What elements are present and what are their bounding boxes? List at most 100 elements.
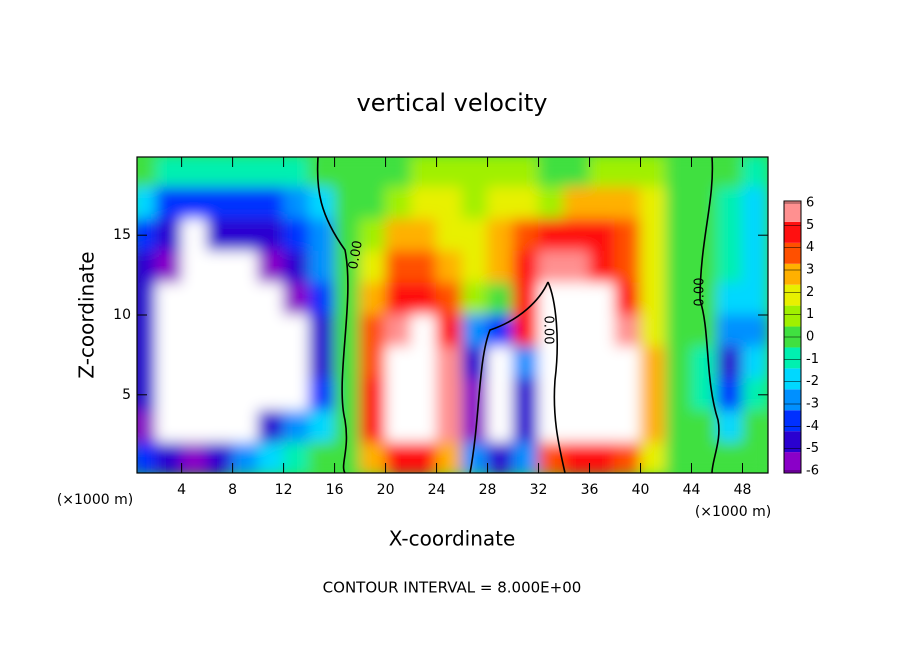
x-tick-label: 40 [632, 482, 650, 498]
cell [691, 250, 718, 284]
cell [640, 442, 667, 473]
cell [614, 378, 642, 412]
cell [436, 314, 463, 348]
zero-contours [316, 157, 720, 473]
cell [487, 346, 514, 380]
cell [334, 442, 361, 473]
x-tick-label: 4 [177, 482, 186, 498]
cell [232, 378, 259, 412]
cell [334, 378, 361, 412]
x-tick-label: 28 [479, 482, 497, 498]
cell [461, 314, 489, 348]
colorbar-tick-label: -5 [806, 441, 819, 456]
cell [359, 314, 387, 348]
cell [640, 282, 667, 316]
cell [665, 346, 693, 380]
cell [538, 282, 565, 316]
y-tick-label: 5 [122, 387, 131, 403]
x-tick-label: 48 [734, 482, 752, 498]
annotation: CONTOUR INTERVAL = 8.000E+00 [323, 579, 582, 597]
cell [283, 250, 310, 284]
cell [691, 378, 718, 412]
y-axis-label: Z-coordinate [75, 251, 99, 378]
cell [589, 186, 616, 220]
cell [359, 218, 387, 252]
cell [512, 314, 540, 348]
cell [283, 378, 310, 412]
cell [308, 442, 336, 473]
colorbar-tick-label: -2 [806, 374, 819, 389]
cell [334, 218, 361, 252]
cell [742, 410, 768, 444]
cell [137, 314, 157, 348]
cell [716, 346, 744, 380]
colorbar-tick-label: 3 [806, 263, 814, 278]
cell [308, 410, 336, 444]
cell [334, 410, 361, 444]
cell [665, 442, 693, 473]
cell [155, 186, 183, 220]
cell [334, 314, 361, 348]
cell [257, 250, 285, 284]
cell [232, 410, 259, 444]
cell [563, 157, 591, 188]
cell [359, 442, 387, 473]
cell [155, 410, 183, 444]
cell [716, 410, 744, 444]
cell [742, 157, 768, 188]
cell [640, 186, 667, 220]
cell [410, 378, 438, 412]
cell [563, 314, 591, 348]
cell [385, 282, 412, 316]
cell [257, 442, 285, 473]
colorbar-tick-label: -6 [806, 464, 819, 479]
cell [487, 378, 514, 412]
cell [232, 314, 259, 348]
cell [155, 157, 183, 188]
cell [257, 314, 285, 348]
cell [614, 314, 642, 348]
cell [436, 186, 463, 220]
colorbar-tick-label: -4 [806, 419, 819, 434]
cell [181, 442, 208, 473]
colorbar-tick-label: 2 [806, 285, 814, 300]
colorbar-cell [784, 410, 801, 432]
cell [461, 157, 489, 188]
cell [232, 346, 259, 380]
cell [155, 250, 183, 284]
cell [385, 218, 412, 252]
cell [232, 282, 259, 316]
cell [410, 218, 438, 252]
cell [665, 250, 693, 284]
cell [181, 250, 208, 284]
colorbar-cell [784, 263, 801, 285]
cell [206, 157, 234, 188]
cell [563, 218, 591, 252]
cell [137, 250, 157, 284]
cell [716, 157, 744, 188]
cell [589, 442, 616, 473]
cell [283, 218, 310, 252]
cell [665, 157, 693, 188]
cell [742, 250, 768, 284]
cell [640, 157, 667, 188]
cell [512, 218, 540, 252]
cell [691, 410, 718, 444]
cell [461, 282, 489, 316]
cell [283, 442, 310, 473]
cell [155, 378, 183, 412]
cell [385, 250, 412, 284]
colorbar-cell [784, 431, 801, 453]
cell [257, 282, 285, 316]
cell [410, 250, 438, 284]
cell [334, 157, 361, 188]
cell [181, 282, 208, 316]
cell [563, 282, 591, 316]
cell [232, 442, 259, 473]
cell [589, 410, 616, 444]
cell [461, 218, 489, 252]
cell [359, 186, 387, 220]
cell [742, 282, 768, 316]
cell [538, 410, 565, 444]
